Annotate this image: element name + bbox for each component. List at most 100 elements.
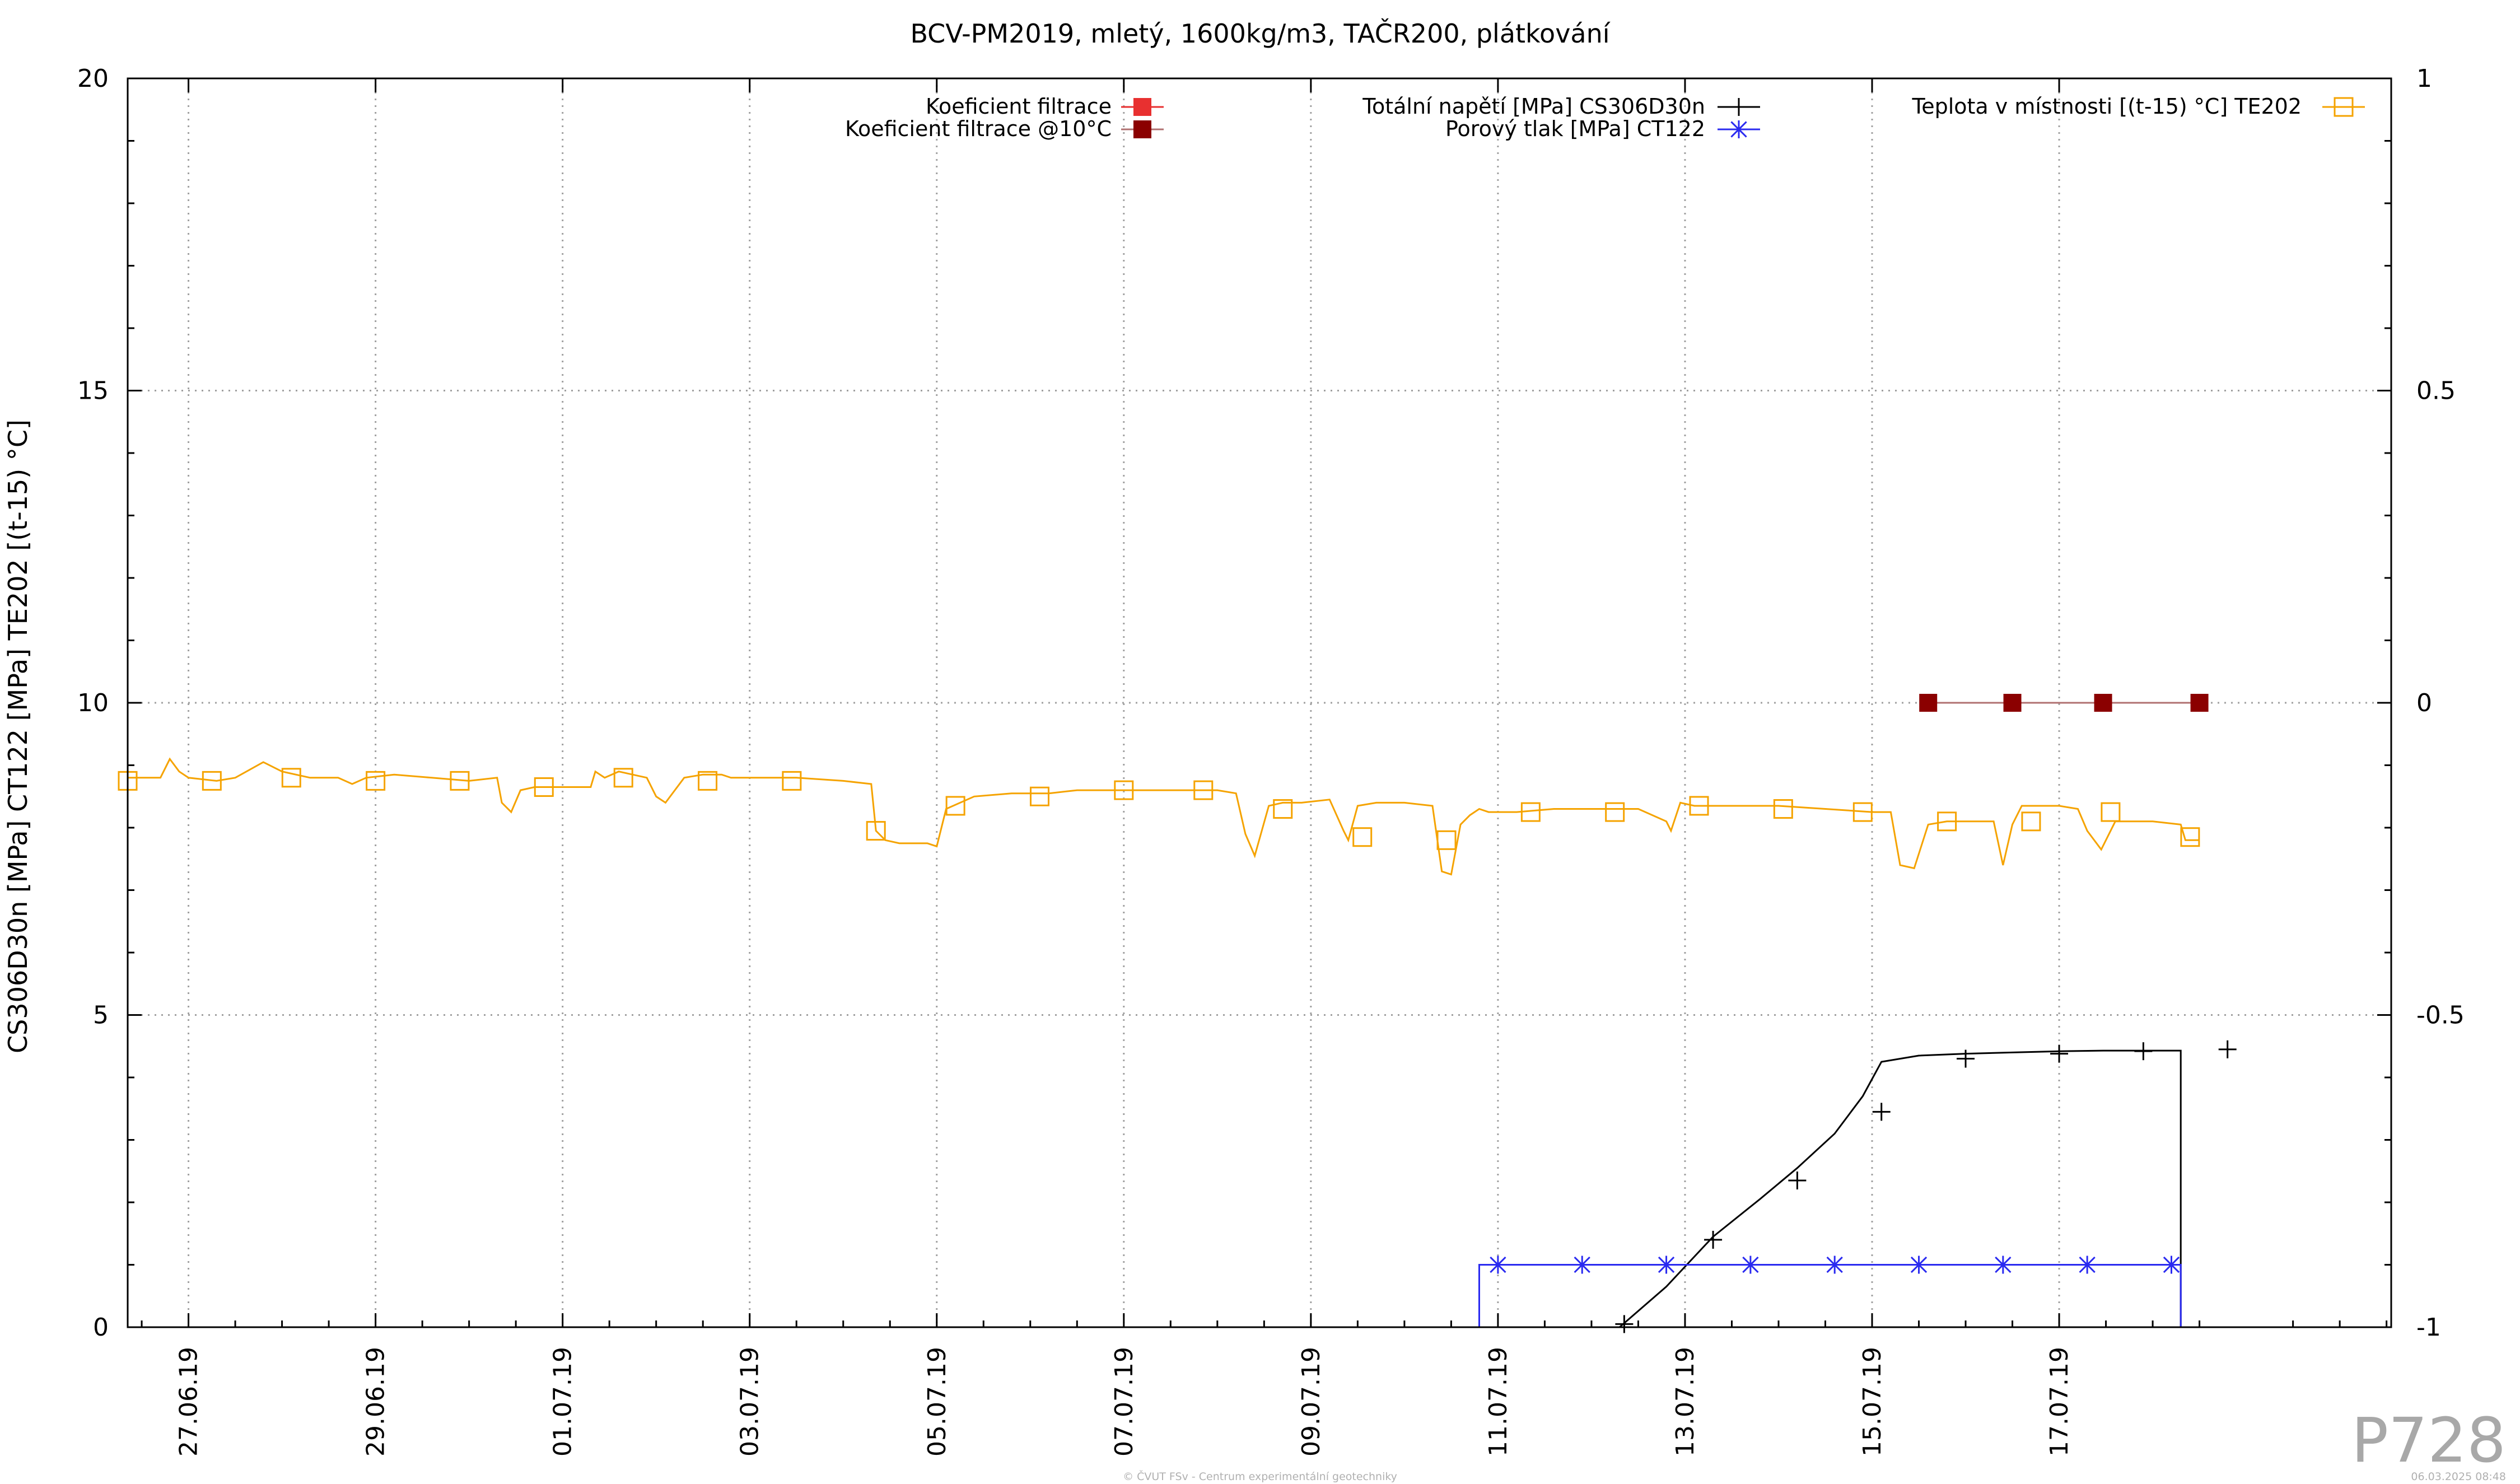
data-point: [366, 771, 386, 791]
data-point-stroke: [1658, 1256, 1675, 1273]
data-point: [450, 771, 470, 791]
y-axis-title: CS306D30n [MPa] CT122 [MPa] TE202 [(t-15…: [3, 419, 33, 1053]
data-point: [1520, 802, 1541, 822]
data-point: [1133, 120, 1151, 138]
data-point-stroke: [1490, 1256, 1506, 1273]
y-tick-label: 0: [93, 1313, 109, 1342]
data-point: [2334, 97, 2354, 117]
data-point: [1730, 120, 1748, 138]
timestamp-text: 06.03.2025 08:48: [2411, 1471, 2506, 1483]
legend-entry: Teplota v místnosti [(t-15) °C] TE202: [1911, 94, 2365, 119]
data-point: [534, 777, 554, 797]
data-point: [1994, 1256, 2012, 1274]
data-point: [1029, 786, 1049, 806]
data-point: [1689, 796, 1709, 816]
data-point-stroke: [1574, 1256, 1590, 1273]
legend-entry: Koeficient filtrace @10°C: [845, 116, 1164, 141]
data-point: [1615, 1315, 1634, 1333]
data-point: [202, 771, 222, 791]
series-3: [1478, 1256, 2182, 1327]
data-point: [1741, 1256, 1760, 1274]
data-point: [782, 771, 802, 791]
series-line: [128, 757, 2200, 876]
data-point: [1852, 802, 1873, 822]
data-point: [2021, 811, 2041, 832]
data-point: [1937, 811, 1957, 832]
x-tick-label: 07.07.19: [1110, 1347, 1138, 1457]
legend-label: Teplota v místnosti [(t-15) °C] TE202: [1911, 94, 2302, 119]
data-point: [1114, 780, 1134, 800]
data-point: [1657, 1256, 1676, 1274]
data-point: [1919, 694, 1938, 712]
chart-title: BCV-PM2019, mletý, 1600kg/m3, TAČR200, p…: [910, 18, 1610, 49]
data-point: [2050, 1044, 2069, 1063]
data-point: [1273, 799, 1293, 819]
y2-tick-label: 0: [2416, 689, 2432, 717]
data-point-stroke: [1742, 1256, 1759, 1273]
data-point: [2094, 694, 2112, 712]
data-point: [2134, 1042, 2153, 1061]
data-point: [1488, 1256, 1507, 1274]
data-point: [2003, 694, 2022, 712]
x-tick-label: 15.07.19: [1858, 1347, 1887, 1457]
data-point: [1573, 1256, 1592, 1274]
data-point-stroke: [2163, 1256, 2180, 1273]
data-point-stroke: [1995, 1256, 2012, 1273]
data-point: [2180, 827, 2200, 847]
data-point: [698, 771, 718, 791]
series-line: [1619, 1049, 2182, 1328]
grid: [128, 78, 2391, 1327]
plot-data: [118, 694, 2237, 1333]
data-point-stroke: [1826, 1256, 1843, 1273]
data-point: [2218, 1040, 2237, 1058]
data-point: [2101, 802, 2121, 822]
data-point: [1436, 830, 1457, 850]
watermark: P728: [2351, 1404, 2506, 1476]
data-point: [613, 768, 633, 788]
data-point: [1910, 1256, 1928, 1274]
x-tick-label: 05.07.19: [923, 1347, 951, 1457]
x-tick-label: 03.07.19: [736, 1347, 764, 1457]
copyright-text: © ČVUT FSv - Centrum experimentální geot…: [1123, 1469, 1397, 1483]
y-tick-label: 5: [93, 1001, 109, 1030]
series-line: [1478, 1264, 2182, 1327]
legend-entry: Porový tlak [MPa] CT122: [1445, 116, 1760, 141]
data-point: [1773, 799, 1793, 819]
data-point: [1788, 1171, 1807, 1189]
data-point: [1872, 1103, 1891, 1121]
x-tick-label: 13.07.19: [1671, 1347, 1700, 1457]
y2-tick-label: 0.5: [2416, 377, 2456, 405]
data-point-stroke: [1730, 121, 1747, 138]
legend-entry: Koeficient filtrace: [926, 94, 1164, 119]
y2-tick-label: -1: [2416, 1313, 2441, 1342]
series-4: [118, 757, 2200, 876]
legend-label: Koeficient filtrace: [926, 94, 1112, 119]
x-tick-label: 29.06.19: [362, 1347, 390, 1457]
data-point: [1704, 1230, 1723, 1249]
y-tick-label: 15: [77, 377, 109, 405]
data-point: [866, 821, 886, 841]
y-tick-label: 10: [77, 689, 109, 717]
data-point: [1730, 98, 1748, 116]
data-point: [1605, 802, 1625, 822]
x-tick-label: 09.07.19: [1297, 1347, 1326, 1457]
y2-tick-label: 1: [2416, 64, 2432, 93]
x-tick-label: 27.06.19: [175, 1347, 203, 1457]
series-2: [1615, 1040, 2237, 1333]
data-point: [1133, 98, 1151, 116]
data-point: [2162, 1256, 2181, 1274]
legend-entry: Totální napětí [MPa] CS306D30n: [1362, 94, 1760, 119]
data-point: [2078, 1256, 2097, 1274]
x-tick-label: 01.07.19: [549, 1347, 577, 1457]
axes: 0 -1 5 -0.5 10 0 15 0.5 20 1 27.06.19 29.06.19 01.07…: [77, 64, 2465, 1457]
data-point-stroke: [2079, 1256, 2096, 1273]
series-1: [1919, 694, 2209, 712]
legend-label: Koeficient filtrace @10°C: [845, 116, 1112, 141]
data-point: [281, 768, 301, 788]
legend-label: Porový tlak [MPa] CT122: [1445, 116, 1705, 141]
data-point-stroke: [1910, 1256, 1928, 1273]
data-point: [945, 796, 965, 816]
data-point: [1957, 1049, 1975, 1068]
data-point: [2190, 694, 2209, 712]
